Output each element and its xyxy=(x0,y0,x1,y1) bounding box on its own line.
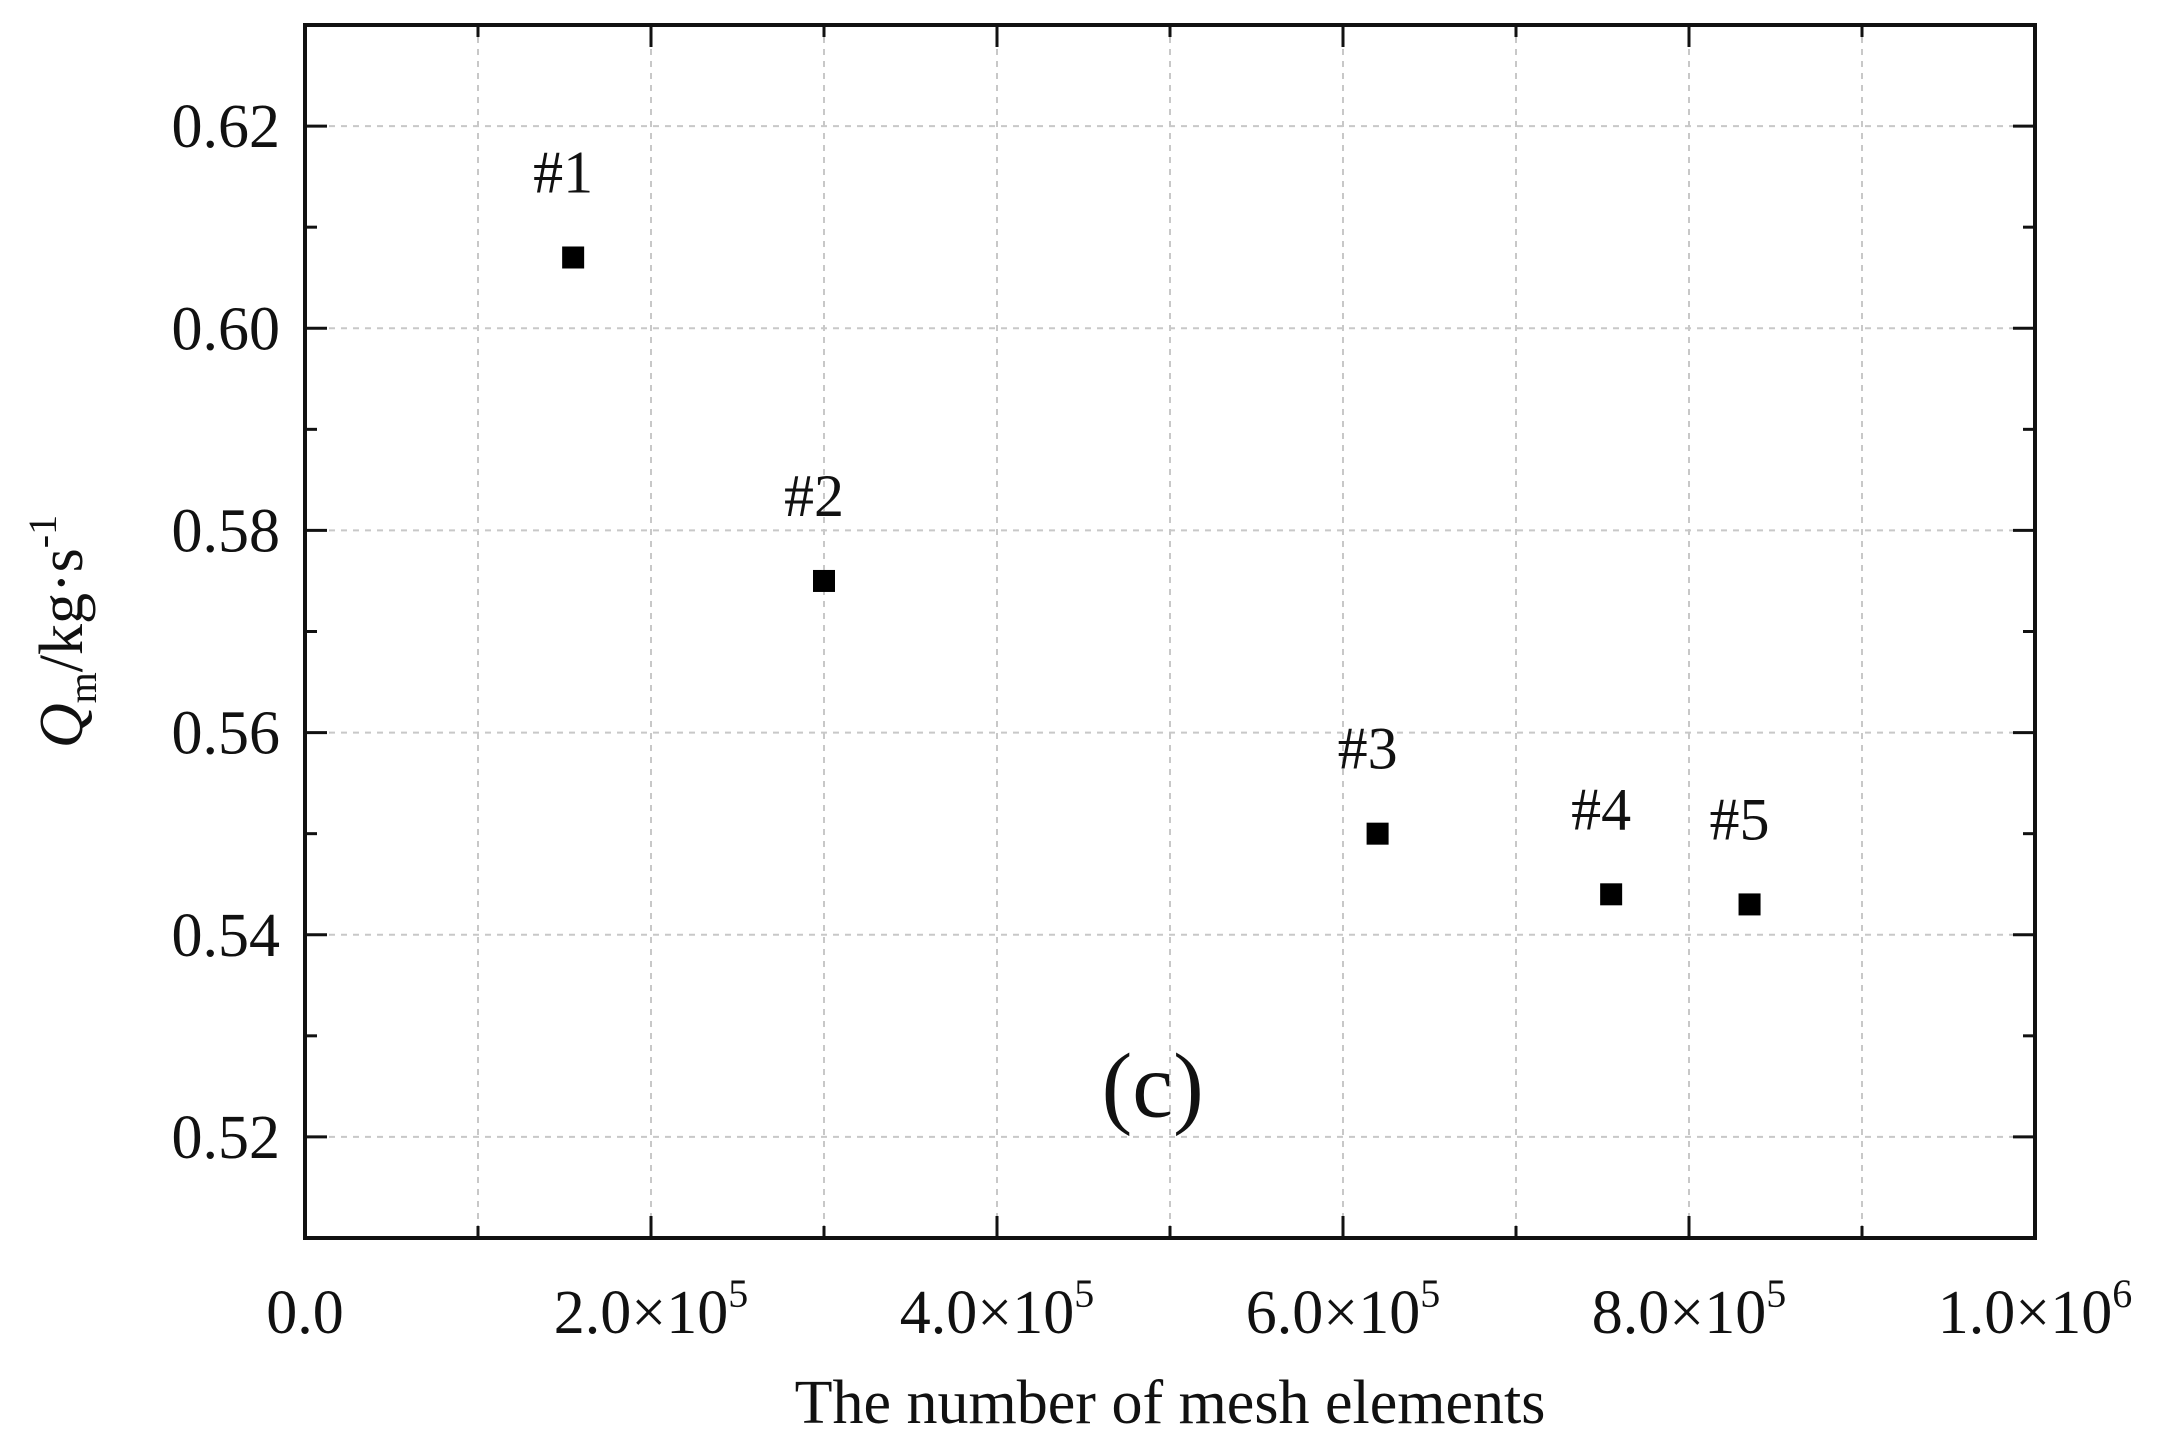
x-tick-label: 6.0×105 xyxy=(1246,1271,1440,1347)
x-tick-label: 8.0×105 xyxy=(1592,1271,1786,1347)
x-tick-label: 0.0 xyxy=(266,1279,344,1347)
x-tick-label: 2.0×105 xyxy=(554,1271,748,1347)
y-axis-unit: /kg·s xyxy=(28,548,96,672)
y-tick-label: 0.62 xyxy=(172,93,281,161)
x-tick-labels: 0.0 2.0×105 4.0×105 6.0×105 8.0×105 1.0×106 xyxy=(266,1271,2132,1347)
x-axis-title: The number of mesh elements xyxy=(795,1369,1546,1437)
data-points xyxy=(562,246,1761,916)
data-point xyxy=(1600,883,1623,906)
data-point xyxy=(1738,893,1761,916)
grid-lines xyxy=(305,25,2035,1238)
y-tick-label: 0.60 xyxy=(172,295,281,363)
x-tick-label: 4.0×105 xyxy=(900,1271,1094,1347)
point-label: #2 xyxy=(784,463,844,529)
data-point xyxy=(813,569,835,592)
panel-label: (c) xyxy=(1102,1035,1204,1137)
y-axis-superscript: -1 xyxy=(20,515,65,548)
point-label: #1 xyxy=(533,139,593,205)
y-tick-label: 0.56 xyxy=(172,700,281,768)
y-tick-labels: 0.52 0.54 0.56 0.58 0.60 0.62 xyxy=(172,93,281,1172)
y-axis-subscript: m xyxy=(60,672,105,703)
plot-frame xyxy=(303,23,2037,1240)
point-label: #5 xyxy=(1710,786,1770,852)
point-label: #4 xyxy=(1571,776,1631,842)
y-tick-label: 0.52 xyxy=(172,1104,281,1172)
x-tick-label: 1.0×106 xyxy=(1938,1271,2132,1347)
point-label: #3 xyxy=(1338,716,1398,782)
data-point xyxy=(562,246,585,269)
y-tick-label: 0.58 xyxy=(172,497,281,565)
y-tick-label: 0.54 xyxy=(172,902,281,970)
y-axis-symbol: Q xyxy=(28,703,96,748)
point-labels: #1 #2 #3 #4 #5 xyxy=(533,139,1769,852)
data-point xyxy=(1366,822,1389,845)
y-axis-title: Qm/kg·s-1 xyxy=(20,515,105,748)
